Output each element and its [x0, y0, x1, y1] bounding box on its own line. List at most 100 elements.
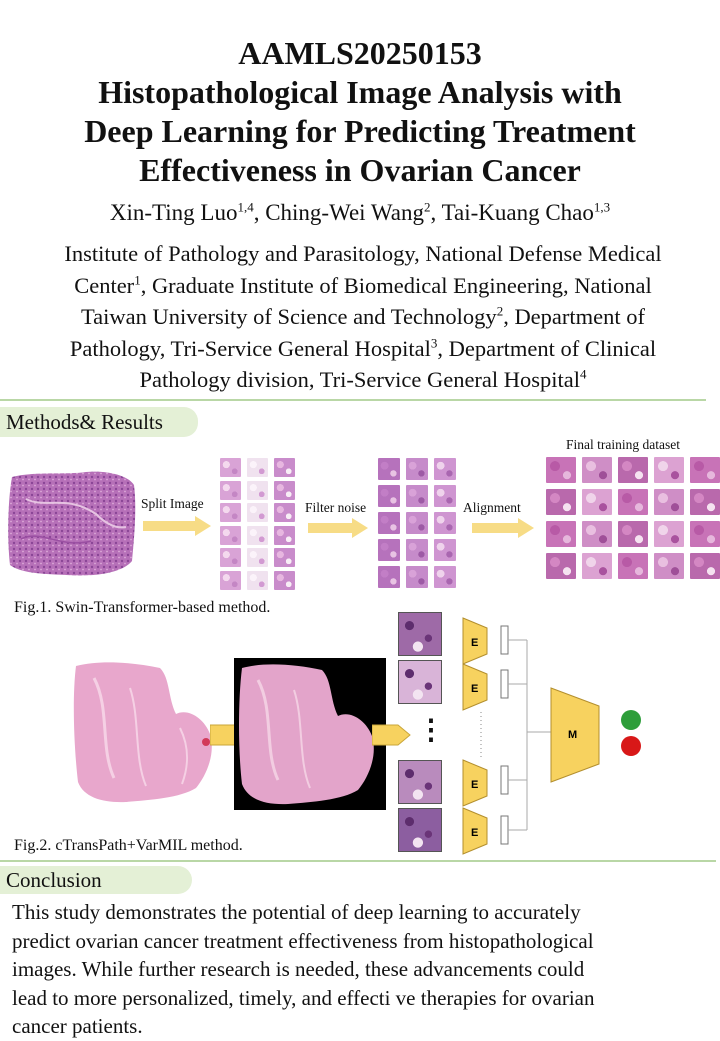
model-label: M — [568, 729, 577, 741]
tissue-tile — [274, 458, 295, 477]
step-split-image-label: Split Image — [141, 496, 204, 511]
tissue-tile — [618, 521, 648, 547]
tissue-tile — [618, 553, 648, 579]
affiliation-mark: 2 — [496, 303, 504, 319]
tissue-tile — [406, 566, 428, 588]
tissue-tile — [274, 503, 295, 522]
image-patch — [398, 808, 442, 852]
section-divider — [0, 399, 706, 401]
final-dataset-label: Final training dataset — [566, 437, 680, 452]
section-divider — [0, 860, 716, 862]
tissue-tile — [378, 512, 400, 534]
fig1-split-tiles — [220, 458, 298, 592]
tissue-tile — [434, 485, 456, 507]
encoder-block: E — [462, 617, 488, 665]
tissue-tile — [406, 539, 428, 561]
tissue-tile — [690, 553, 720, 579]
connector-lines — [508, 639, 551, 831]
author-affiliation-mark: 2 — [423, 199, 431, 215]
tissue-tile — [690, 521, 720, 547]
tissue-tile — [378, 566, 400, 588]
tissue-tile — [247, 503, 268, 522]
affiliation-line: Center1, Graduate Institute of Biomedica… — [8, 270, 718, 302]
conclusion-line: lead to more personalized, timely, and e… — [12, 985, 595, 1010]
tissue-tile — [582, 521, 612, 547]
affiliation-text: Institute of Pathology and Parasitology,… — [64, 241, 662, 266]
tissue-tile — [690, 457, 720, 483]
mil-aggregator-block: M — [550, 687, 600, 783]
negative-outcome-dot — [621, 736, 641, 756]
tissue-tile — [220, 503, 241, 522]
encoder-block: E — [462, 807, 488, 855]
conclusion-line: predict ovarian cancer treatment effecti… — [12, 928, 594, 953]
tissue-tile — [434, 539, 456, 561]
tissue-tile — [654, 457, 684, 483]
tissue-tile — [274, 480, 295, 500]
tissue-tile — [654, 521, 684, 547]
encoder-label: E — [471, 683, 478, 695]
methods-heading: Methods& Results — [0, 407, 198, 437]
tissue-tile — [618, 457, 648, 483]
fig1-caption: Fig.1. Swin-Transformer-based method. — [14, 599, 271, 616]
tissue-tile — [274, 525, 295, 545]
author-name: Ching-Wei Wang — [265, 200, 424, 225]
encoder-label: E — [471, 779, 478, 791]
arrow-icon — [472, 518, 536, 543]
tissue-tile — [654, 553, 684, 579]
tissue-tile — [274, 548, 295, 567]
tissue-tile — [690, 489, 720, 515]
tissue-tile — [654, 489, 684, 515]
tissue-tile — [274, 570, 295, 590]
image-patch — [398, 612, 442, 656]
feature-vectors — [500, 625, 509, 845]
author-list: Xin-Ting Luo1,4, Ching-Wei Wang2, Tai-Ku… — [0, 198, 720, 228]
encoder-block: E — [462, 759, 488, 807]
title-line-3: Effectiveness in Ovarian Cancer — [139, 152, 581, 188]
affiliation-text: , Department of Clinical — [437, 335, 657, 361]
author-name: Tai-Kuang Chao — [441, 200, 594, 225]
tissue-tile — [378, 458, 400, 480]
tissue-tile — [406, 485, 428, 507]
tissue-tile — [582, 553, 612, 579]
affiliation-mark: 3 — [430, 335, 438, 350]
tissue-tile — [378, 539, 400, 561]
tissue-tile — [546, 457, 576, 483]
title-line-2: Deep Learning for Predicting Treatment — [84, 113, 636, 149]
author-affiliation-mark: 1,3 — [593, 199, 611, 215]
fig1-filtered-tiles — [378, 458, 458, 592]
conclusion-line: cancer patients. — [12, 1014, 143, 1038]
affiliation-line: Pathology division, Tri-Service General … — [8, 364, 718, 396]
affiliation-text: Center — [74, 272, 135, 298]
affiliation-mark: 1 — [134, 272, 141, 287]
conclusion-line: images. While further research is needed… — [12, 957, 585, 981]
tissue-tile — [434, 458, 456, 480]
tissue-tile — [247, 458, 268, 477]
fig1-whole-slide-image — [6, 469, 138, 579]
tissue-tile — [582, 457, 612, 483]
encoder-block: E — [462, 663, 488, 711]
tissue-tile — [220, 525, 241, 545]
affiliation-line: Taiwan University of Science and Technol… — [8, 301, 718, 333]
poster-title: AAMLS20250153 Histopathological Image An… — [0, 34, 720, 190]
fig1-final-dataset-tiles — [546, 457, 720, 583]
arrow-icon — [371, 721, 412, 754]
author-separator: , — [253, 200, 266, 225]
affiliation-text: Taiwan University of Science and Technol… — [80, 304, 497, 329]
author-name: Xin-Ting Luo — [109, 200, 238, 225]
poster-code: AAMLS20250153 — [238, 35, 482, 71]
affiliation-text: , Graduate Institute of Biomedical Engin… — [140, 272, 652, 298]
title-line-1: Histopathological Image Analysis with — [98, 74, 622, 110]
tissue-tile — [220, 548, 241, 567]
affiliation-text: , Department of — [503, 304, 646, 329]
tissue-tile — [546, 489, 576, 515]
affiliation-line: Institute of Pathology and Parasitology,… — [8, 238, 718, 270]
tissue-tile — [618, 489, 648, 515]
affiliations: Institute of Pathology and Parasitology,… — [8, 238, 718, 396]
tissue-tile — [406, 512, 428, 534]
tissue-tile — [220, 458, 241, 477]
tissue-tile — [247, 525, 268, 545]
tissue-tile — [546, 521, 576, 547]
step-alignment-label: Alignment — [463, 500, 521, 515]
fig2-patches — [396, 612, 446, 856]
arrow-icon — [143, 516, 213, 541]
